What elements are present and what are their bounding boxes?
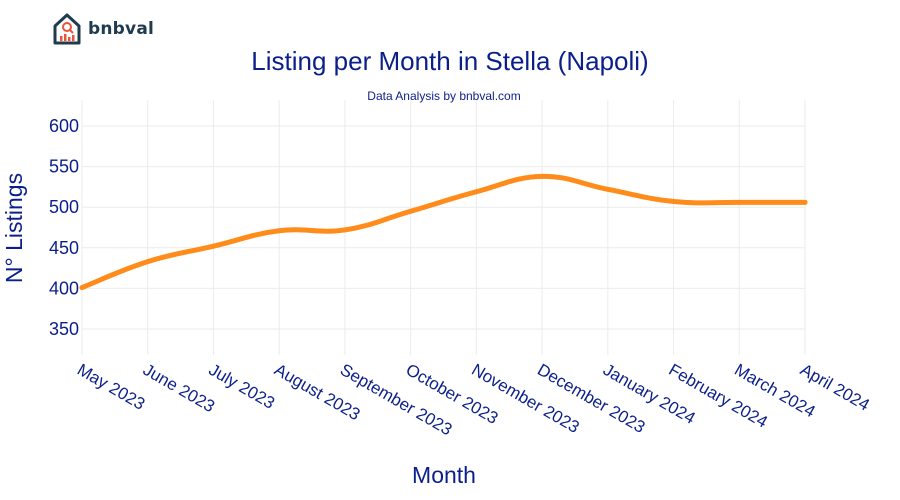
y-tick-label: 350 <box>49 319 79 339</box>
house-chart-icon <box>53 13 81 45</box>
y-tick-label: 450 <box>49 238 79 258</box>
chart-subtitle: Data Analysis by bnbval.com <box>367 89 520 103</box>
data-point <box>802 199 808 205</box>
y-tick-label: 600 <box>49 116 79 136</box>
data-point <box>671 199 677 205</box>
series-group <box>79 173 808 291</box>
x-axis-label: Month <box>412 462 476 488</box>
y-tick-label: 400 <box>49 278 79 298</box>
y-tick-label: 500 <box>49 197 79 217</box>
chart-title: Listing per Month in Stella (Napoli) <box>251 46 648 76</box>
x-tick-label: September 2023 <box>337 360 455 439</box>
y-axis: 350 400 450 500 550 600 <box>49 116 79 339</box>
data-point <box>473 189 479 195</box>
x-tick-label: July 2023 <box>205 360 278 413</box>
data-point <box>539 173 545 179</box>
brand-logo: bnbval <box>52 12 154 46</box>
data-point <box>408 208 414 214</box>
brand-name: bnbval <box>88 19 155 39</box>
data-point <box>145 259 151 265</box>
data-point <box>736 199 742 205</box>
data-point <box>210 243 216 249</box>
x-tick-label: May 2023 <box>74 360 148 414</box>
x-tick-label: June 2023 <box>140 360 218 416</box>
series-line <box>79 173 808 291</box>
data-point <box>605 186 611 192</box>
data-point <box>79 285 85 291</box>
y-tick-label: 550 <box>49 157 79 177</box>
data-point <box>276 228 282 234</box>
y-axis-label: N° Listings <box>1 173 27 283</box>
data-point <box>342 227 348 233</box>
grid <box>81 100 806 355</box>
